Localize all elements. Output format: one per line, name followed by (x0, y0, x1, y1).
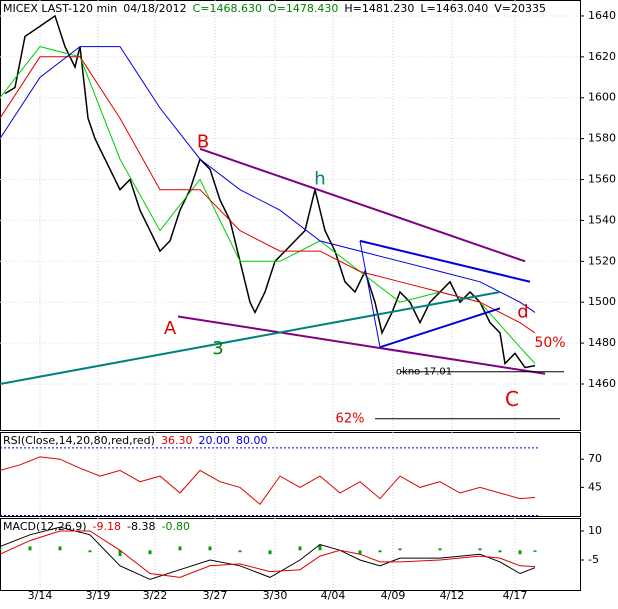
histogram-bar (58, 546, 62, 551)
x-tick-label: 4/04 (321, 589, 346, 602)
y-tick-label: 1580 (588, 132, 616, 145)
x-tick-label: 4/17 (503, 589, 528, 602)
header-text: L=1463.040 (420, 2, 488, 15)
panel-frame (0, 0, 581, 431)
histogram-bar (298, 546, 302, 551)
histogram-bar (438, 548, 442, 551)
annotation: B (197, 132, 209, 153)
annotation: d (517, 301, 528, 322)
header-text: -9.18 (93, 520, 121, 533)
y-tick-label: 1640 (588, 9, 616, 22)
annotation: C (505, 387, 519, 411)
y-tick-label: 1460 (588, 377, 616, 390)
histogram-bar (378, 550, 382, 553)
header-text: 04/18/2012 (123, 2, 186, 15)
annotation: A (164, 318, 177, 339)
trend-line (359, 239, 531, 283)
series-line (4, 14, 536, 369)
series-line (0, 456, 536, 506)
y-tick-label: 1620 (588, 50, 616, 63)
trend-line (199, 147, 526, 263)
header-text: 20.00 (198, 434, 230, 447)
histogram-bar (28, 546, 32, 551)
header-text: RSI(Close,14,20,80,red,red) (3, 434, 155, 447)
histogram-bar (518, 550, 522, 555)
y-tick-label: 10 (588, 524, 602, 537)
histogram-bar (118, 550, 122, 557)
y-tick-label: 45 (588, 480, 602, 493)
x-tick-label: 3/22 (143, 589, 168, 602)
header-text: 36.30 (161, 434, 193, 447)
trend-line (379, 307, 501, 349)
header-text: MICEX LAST-120 min (3, 2, 117, 15)
y-tick-label: 1520 (588, 254, 616, 267)
histogram-bar (358, 550, 362, 555)
annotation: 62% (336, 411, 365, 426)
histogram-bar (498, 550, 502, 553)
histogram-bar (398, 548, 402, 551)
histogram-bar (208, 546, 212, 551)
histogram-bar (0, 548, 2, 551)
series-line (0, 46, 536, 313)
histogram-bar (318, 544, 322, 551)
header-text: -0.80 (161, 520, 189, 533)
x-tick-label: 3/30 (263, 589, 288, 602)
series-line (0, 530, 536, 578)
y-tick-label: 1540 (588, 213, 616, 226)
histogram-bar (478, 548, 482, 551)
series-line (0, 526, 536, 580)
trend-line (359, 240, 381, 348)
header-text: C=1468.630 (193, 2, 262, 15)
annotation: okno 17.01 (396, 367, 452, 378)
histogram-bar (88, 550, 92, 553)
header-text: V=20335 (494, 2, 546, 15)
y-tick-label: 1500 (588, 295, 616, 308)
panel-frame (0, 432, 581, 517)
x-tick-label: 3/19 (86, 589, 111, 602)
histogram-bar (533, 550, 537, 552)
annotation: 3 (212, 338, 223, 359)
header-text: H=1481.230 (344, 2, 414, 15)
y-tick-label: 70 (588, 452, 602, 465)
histogram-bar (178, 546, 182, 551)
header-text: O=1478.430 (268, 2, 338, 15)
y-tick-label: 1560 (588, 173, 616, 186)
x-tick-label: 4/12 (440, 589, 465, 602)
trend-line (0, 290, 501, 385)
histogram-bar (268, 550, 272, 555)
y-tick-label: -5 (588, 553, 599, 566)
trend-line (177, 315, 546, 375)
x-tick-label: 3/27 (203, 589, 228, 602)
histogram-bar (148, 550, 152, 555)
histogram-bar (238, 550, 242, 553)
y-tick-label: 1600 (588, 91, 616, 104)
annotation: 50% (534, 335, 565, 351)
x-tick-label: 3/14 (28, 589, 53, 602)
header-text: -8.38 (127, 520, 155, 533)
header-text: 80.00 (236, 434, 268, 447)
x-tick-label: 4/09 (381, 589, 406, 602)
annotation: h (314, 169, 325, 190)
header-text: MACD(12,26,9) (3, 520, 87, 533)
y-tick-label: 1480 (588, 336, 616, 349)
